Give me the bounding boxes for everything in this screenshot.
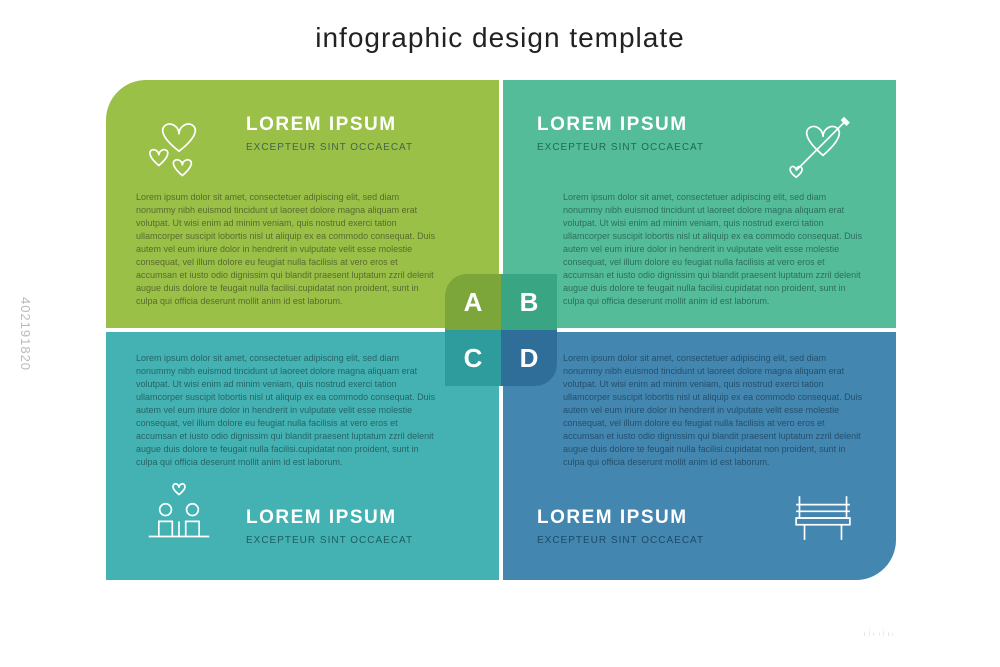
- heading-block-a: LOREM IPSUM EXCEPTEUR SINT OCCAECAT: [246, 114, 413, 153]
- panel-c: Lorem ipsum dolor sit amet, consectetuer…: [106, 332, 499, 580]
- panel-body: Lorem ipsum dolor sit amet, consectetuer…: [136, 352, 436, 469]
- panel-body: Lorem ipsum dolor sit amet, consectetuer…: [136, 191, 436, 308]
- svg-text:Stock: Stock: [910, 625, 948, 642]
- couple-bar-icon: [134, 468, 224, 558]
- badge-c: C: [445, 330, 501, 386]
- panel-subheading: EXCEPTEUR SINT OCCAECAT: [537, 142, 704, 153]
- heading-block-c: LOREM IPSUM EXCEPTEUR SINT OCCAECAT: [246, 507, 413, 546]
- panel-subheading: EXCEPTEUR SINT OCCAECAT: [537, 535, 704, 546]
- panel-body: Lorem ipsum dolor sit amet, consectetuer…: [563, 352, 863, 469]
- stock-logo: Adobe Stock: [852, 620, 972, 651]
- heading-block-d: LOREM IPSUM EXCEPTEUR SINT OCCAECAT: [537, 507, 704, 546]
- heart-arrow-icon: [778, 102, 868, 192]
- panel-body: Lorem ipsum dolor sit amet, consectetuer…: [563, 191, 863, 308]
- panel-b: LOREM IPSUM EXCEPTEUR SINT OCCAECAT Lore…: [503, 80, 896, 328]
- badge-d: D: [501, 330, 557, 386]
- panel-a: LOREM IPSUM EXCEPTEUR SINT OCCAECAT Lore…: [106, 80, 499, 328]
- panel-d: Lorem ipsum dolor sit amet, consectetuer…: [503, 332, 896, 580]
- infographic-grid: LOREM IPSUM EXCEPTEUR SINT OCCAECAT Lore…: [106, 80, 896, 580]
- panel-heading: LOREM IPSUM: [537, 114, 704, 136]
- panel-subheading: EXCEPTEUR SINT OCCAECAT: [246, 535, 413, 546]
- badge-a: A: [445, 274, 501, 330]
- panel-heading: LOREM IPSUM: [246, 507, 413, 529]
- hearts-icon: [134, 102, 224, 192]
- watermark-id: 402191820: [18, 296, 33, 370]
- panel-subheading: EXCEPTEUR SINT OCCAECAT: [246, 142, 413, 153]
- badge-b: B: [501, 274, 557, 330]
- bench-icon: [778, 468, 868, 558]
- svg-text:Adobe: Adobe: [852, 625, 899, 642]
- panel-heading: LOREM IPSUM: [537, 507, 704, 529]
- panel-heading: LOREM IPSUM: [246, 114, 413, 136]
- page-title: infographic design template: [0, 22, 1000, 54]
- heading-block-b: LOREM IPSUM EXCEPTEUR SINT OCCAECAT: [537, 114, 704, 153]
